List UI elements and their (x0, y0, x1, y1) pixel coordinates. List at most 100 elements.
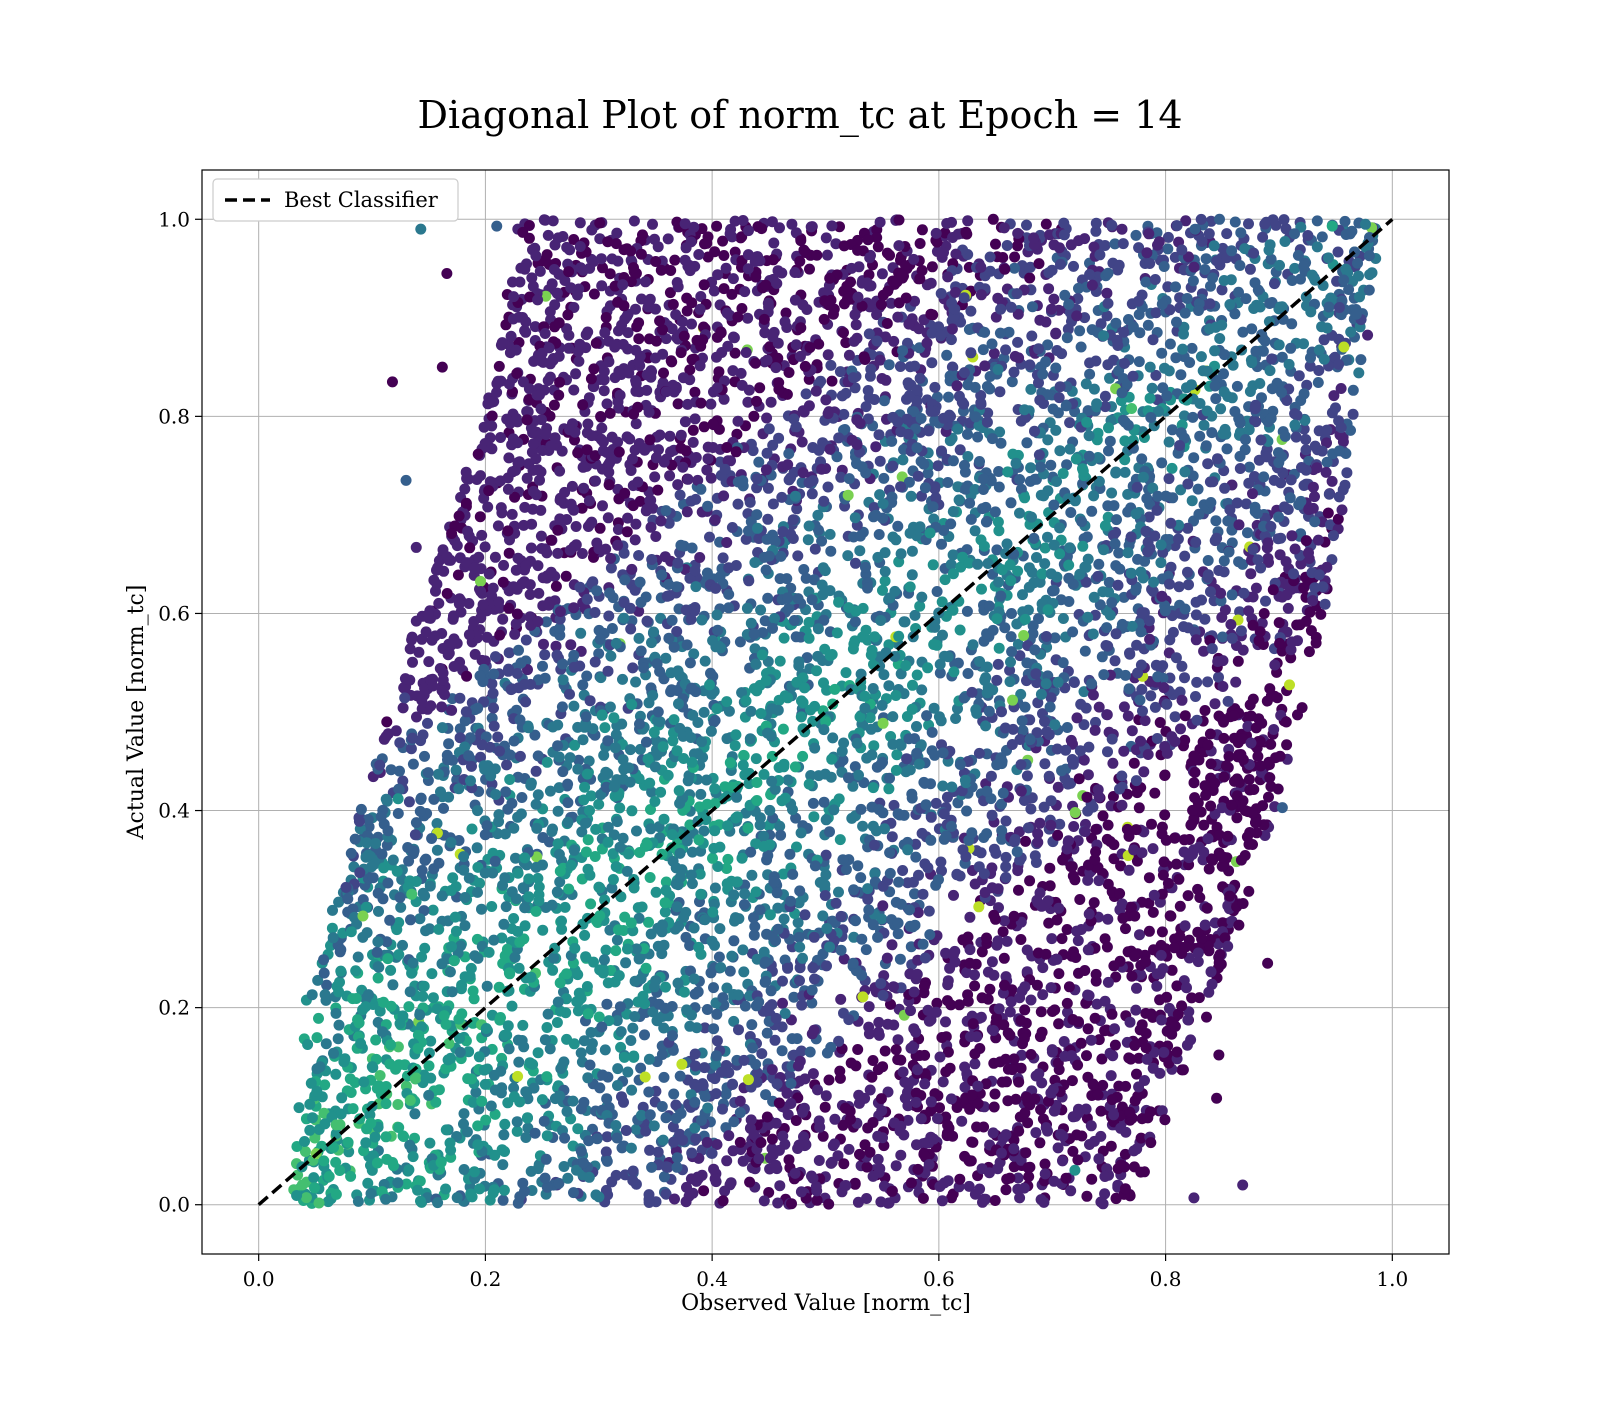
scatter-point (1157, 926, 1168, 937)
scatter-point (1285, 343, 1296, 354)
scatter-point (1016, 759, 1027, 770)
scatter-point (531, 766, 542, 777)
scatter-point (877, 268, 888, 279)
scatter-point (717, 1104, 728, 1115)
scatter-point (1265, 365, 1276, 376)
scatter-point (926, 357, 937, 368)
scatter-point (540, 328, 551, 339)
scatter-point (832, 627, 843, 638)
scatter-point (733, 499, 744, 510)
scatter-point (703, 453, 714, 464)
scatter-point (1364, 285, 1375, 296)
scatter-point (614, 802, 625, 813)
scatter-point (807, 962, 818, 973)
scatter-point (501, 901, 512, 912)
scatter-point (1089, 1136, 1100, 1147)
scatter-point (824, 826, 835, 837)
scatter-point (475, 511, 486, 522)
scatter-point (626, 465, 637, 476)
scatter-point (408, 759, 419, 770)
scatter-point (999, 264, 1010, 275)
scatter-point (868, 740, 879, 751)
scatter-point (725, 966, 736, 977)
scatter-point (936, 288, 947, 299)
scatter-point (1150, 274, 1161, 285)
scatter-point (942, 995, 953, 1006)
scatter-point (948, 666, 959, 677)
scatter-point (343, 1137, 354, 1148)
scatter-point (1144, 634, 1155, 645)
scatter-point (533, 1047, 544, 1058)
scatter-point (722, 878, 733, 889)
scatter-point (681, 445, 692, 456)
scatter-point (726, 951, 737, 962)
scatter-point (993, 659, 1004, 670)
scatter-point (1111, 514, 1122, 525)
scatter-point (593, 799, 604, 810)
scatter-point (762, 593, 773, 604)
scatter-point (542, 757, 553, 768)
scatter-point (712, 269, 723, 280)
scatter-point (569, 1038, 580, 1049)
scatter-point (1131, 775, 1142, 786)
scatter-point (1036, 1006, 1047, 1017)
scatter-point (488, 703, 499, 714)
scatter-point (990, 239, 1001, 250)
scatter-point (658, 368, 669, 379)
scatter-point (1274, 260, 1285, 271)
scatter-point (1040, 1159, 1051, 1170)
scatter-point (1164, 365, 1175, 376)
scatter-point (498, 1195, 509, 1206)
scatter-point (1200, 705, 1211, 716)
scatter-point (694, 552, 705, 563)
scatter-point (1009, 252, 1020, 263)
scatter-point (1109, 500, 1120, 511)
scatter-point (874, 529, 885, 540)
scatter-point (391, 725, 402, 736)
scatter-point (1187, 495, 1198, 506)
scatter-point (356, 804, 367, 815)
scatter-point (1058, 613, 1069, 624)
scatter-point (976, 584, 987, 595)
scatter-point (522, 473, 533, 484)
scatter-point (1118, 746, 1129, 757)
scatter-point (514, 963, 525, 974)
scatter-point (589, 289, 600, 300)
scatter-point (1039, 758, 1050, 769)
scatter-point (605, 702, 616, 713)
scatter-point (946, 217, 957, 228)
scatter-point (750, 358, 761, 369)
scatter-point (630, 677, 641, 688)
scatter-point (872, 932, 883, 943)
scatter-point (501, 759, 512, 770)
scatter-point (1189, 777, 1200, 788)
scatter-point (1179, 735, 1190, 746)
scatter-point (789, 615, 800, 626)
scatter-point (1223, 696, 1234, 707)
scatter-point (643, 917, 654, 928)
scatter-point (636, 597, 647, 608)
scatter-point (766, 397, 777, 408)
scatter-point (1131, 983, 1142, 994)
scatter-point (512, 1126, 523, 1137)
scatter-point (582, 419, 593, 430)
scatter-point (658, 1023, 669, 1034)
scatter-point (1045, 460, 1056, 471)
scatter-point (433, 924, 444, 935)
scatter-point (912, 670, 923, 681)
scatter-point (487, 411, 498, 422)
scatter-point (554, 849, 565, 860)
scatter-point (1107, 758, 1118, 769)
scatter-point (1067, 626, 1078, 637)
scatter-point (1084, 369, 1095, 380)
scatter-point (804, 264, 815, 275)
scatter-point (1021, 437, 1032, 448)
scatter-point (642, 616, 653, 627)
scatter-point (454, 598, 465, 609)
scatter-point (1280, 431, 1291, 442)
scatter-point (420, 855, 431, 866)
scatter-point (723, 1130, 734, 1141)
scatter-point (1227, 589, 1238, 600)
